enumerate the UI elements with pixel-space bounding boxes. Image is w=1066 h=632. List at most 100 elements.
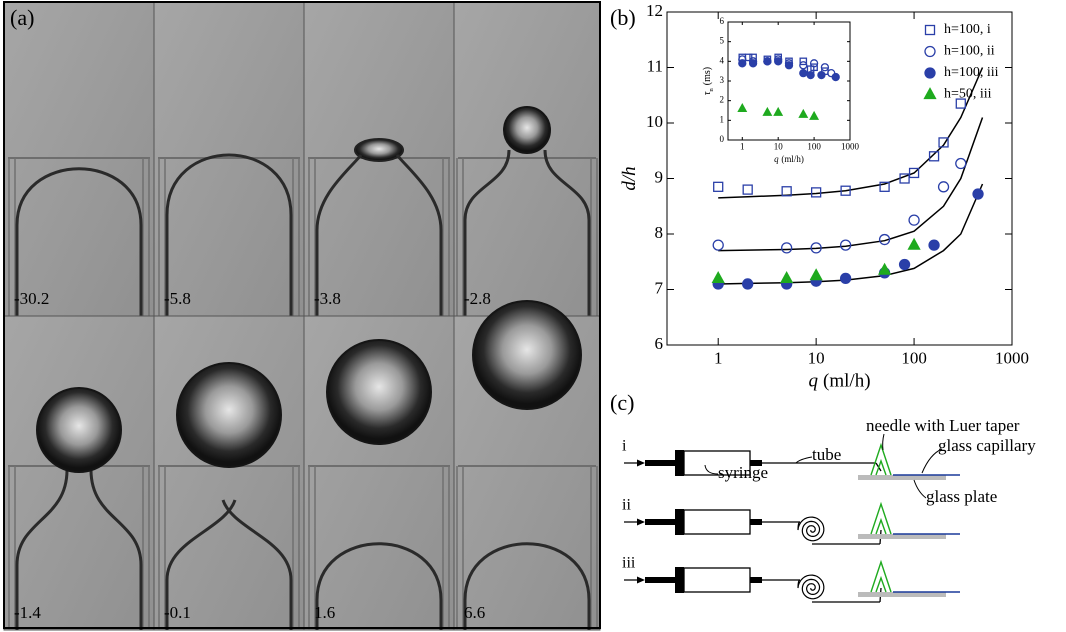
y-tick-label: 7 xyxy=(655,278,664,297)
needle xyxy=(870,501,892,535)
marker-triangle xyxy=(762,106,773,116)
interface xyxy=(165,153,293,316)
marker-square xyxy=(938,137,949,148)
panel-label: (b) xyxy=(610,5,636,30)
syringe-nozzle xyxy=(750,519,762,525)
interface xyxy=(315,542,443,630)
marker-circle xyxy=(784,61,794,70)
syringe-barrel xyxy=(683,567,751,593)
interface xyxy=(463,149,511,316)
annotation: tube xyxy=(812,445,841,464)
marker-circle xyxy=(738,59,747,68)
plot-frame xyxy=(727,21,851,141)
y-tick-label: 6 xyxy=(720,16,725,26)
annotation: needle with Luer taper xyxy=(866,416,1020,435)
glass-plate xyxy=(858,534,946,539)
marker-circle xyxy=(809,59,819,68)
photo-frame: -3.8 xyxy=(303,1,455,317)
arrow-head xyxy=(637,576,645,584)
glass-plate xyxy=(858,592,946,597)
time-label: -5.8 xyxy=(164,289,191,308)
annotation: glass plate xyxy=(926,487,997,506)
leader xyxy=(882,433,885,451)
photo-frame: -5.8 xyxy=(153,1,305,317)
marker-circle xyxy=(928,239,940,251)
x-axis-label: q (ml/h) xyxy=(774,154,804,164)
meniscus xyxy=(354,138,404,162)
marker-circle xyxy=(748,59,758,68)
interface xyxy=(543,149,591,316)
marker-square xyxy=(810,63,818,72)
marker-square xyxy=(781,186,792,197)
interface xyxy=(221,499,293,630)
marker-triangle xyxy=(780,271,794,284)
marker-circle xyxy=(908,214,920,226)
panel-label: (c) xyxy=(610,390,634,415)
syringe-nozzle xyxy=(750,577,762,583)
interface xyxy=(15,167,143,316)
marker-triangle xyxy=(773,106,784,116)
y-tick-label: 10 xyxy=(646,112,663,131)
photo-frame: -0.1 xyxy=(153,315,305,631)
marker-square xyxy=(742,184,753,195)
y-tick-label: 5 xyxy=(720,36,725,46)
marker-square xyxy=(799,57,808,66)
syringe-barrel xyxy=(683,450,751,476)
legend-label: h=50, iii xyxy=(944,87,992,102)
interface xyxy=(395,154,443,316)
marker-square xyxy=(713,181,724,192)
legend-marker xyxy=(924,45,936,58)
marker-circle xyxy=(955,157,967,170)
y-tick-label: 3 xyxy=(720,75,725,85)
marker-circle xyxy=(831,72,840,82)
marker-circle xyxy=(799,61,808,70)
bubble xyxy=(176,362,282,468)
fit-curve xyxy=(718,117,984,252)
marker-square xyxy=(810,187,822,198)
marker-triangle xyxy=(907,237,921,250)
legend-label: h=100, ii xyxy=(944,44,995,59)
y-tick-label: 12 xyxy=(646,1,663,20)
y-axis-label: d/h xyxy=(619,166,640,190)
needle xyxy=(870,442,892,476)
bubble xyxy=(36,387,122,473)
time-label: -2.8 xyxy=(464,289,491,308)
needle xyxy=(870,559,892,593)
legend-marker xyxy=(924,67,936,79)
marker-square xyxy=(899,173,910,184)
legend-marker xyxy=(923,87,937,100)
inset-chart: 0 1 2 3 4 5 6 1 10 100 1000 q (ml/h) τn (ms) xyxy=(702,16,859,164)
marker-circle xyxy=(839,272,852,285)
y-tick-label: 6 xyxy=(655,334,664,353)
interface xyxy=(463,542,591,630)
x-axis-label: q (ml/h) xyxy=(808,371,870,392)
time-label: -1.4 xyxy=(14,603,41,622)
bubble xyxy=(503,106,551,154)
marker-circle xyxy=(810,242,822,254)
legend-label: h=100, iii xyxy=(944,65,999,80)
marker-circle xyxy=(898,258,911,271)
plunger-head xyxy=(675,509,684,535)
photo-frame: -1.4 xyxy=(3,315,155,631)
y-axis-sub: n xyxy=(708,88,715,92)
y-axis-label: τn (ms) xyxy=(702,67,714,95)
x-tick-label: 1 xyxy=(714,348,723,367)
interface xyxy=(15,469,69,630)
arrow-head xyxy=(637,459,645,467)
marker-circle xyxy=(781,242,793,254)
marker-circle xyxy=(972,188,984,200)
annotation: glass capillary xyxy=(938,436,1036,455)
marker-square xyxy=(879,181,890,192)
syringe-barrel xyxy=(683,509,751,535)
marker-square xyxy=(928,151,940,162)
row-label: i xyxy=(622,438,627,455)
fit-curve xyxy=(718,183,984,285)
x-axis-var: q xyxy=(774,154,779,164)
y-tick-label: 0 xyxy=(720,134,725,144)
marker-circle xyxy=(712,239,724,251)
marker-triangle xyxy=(809,268,823,281)
marker-triangle xyxy=(711,271,725,284)
y-axis-unit: (ms) xyxy=(702,67,713,85)
photo-frame: -30.2 xyxy=(3,1,155,317)
